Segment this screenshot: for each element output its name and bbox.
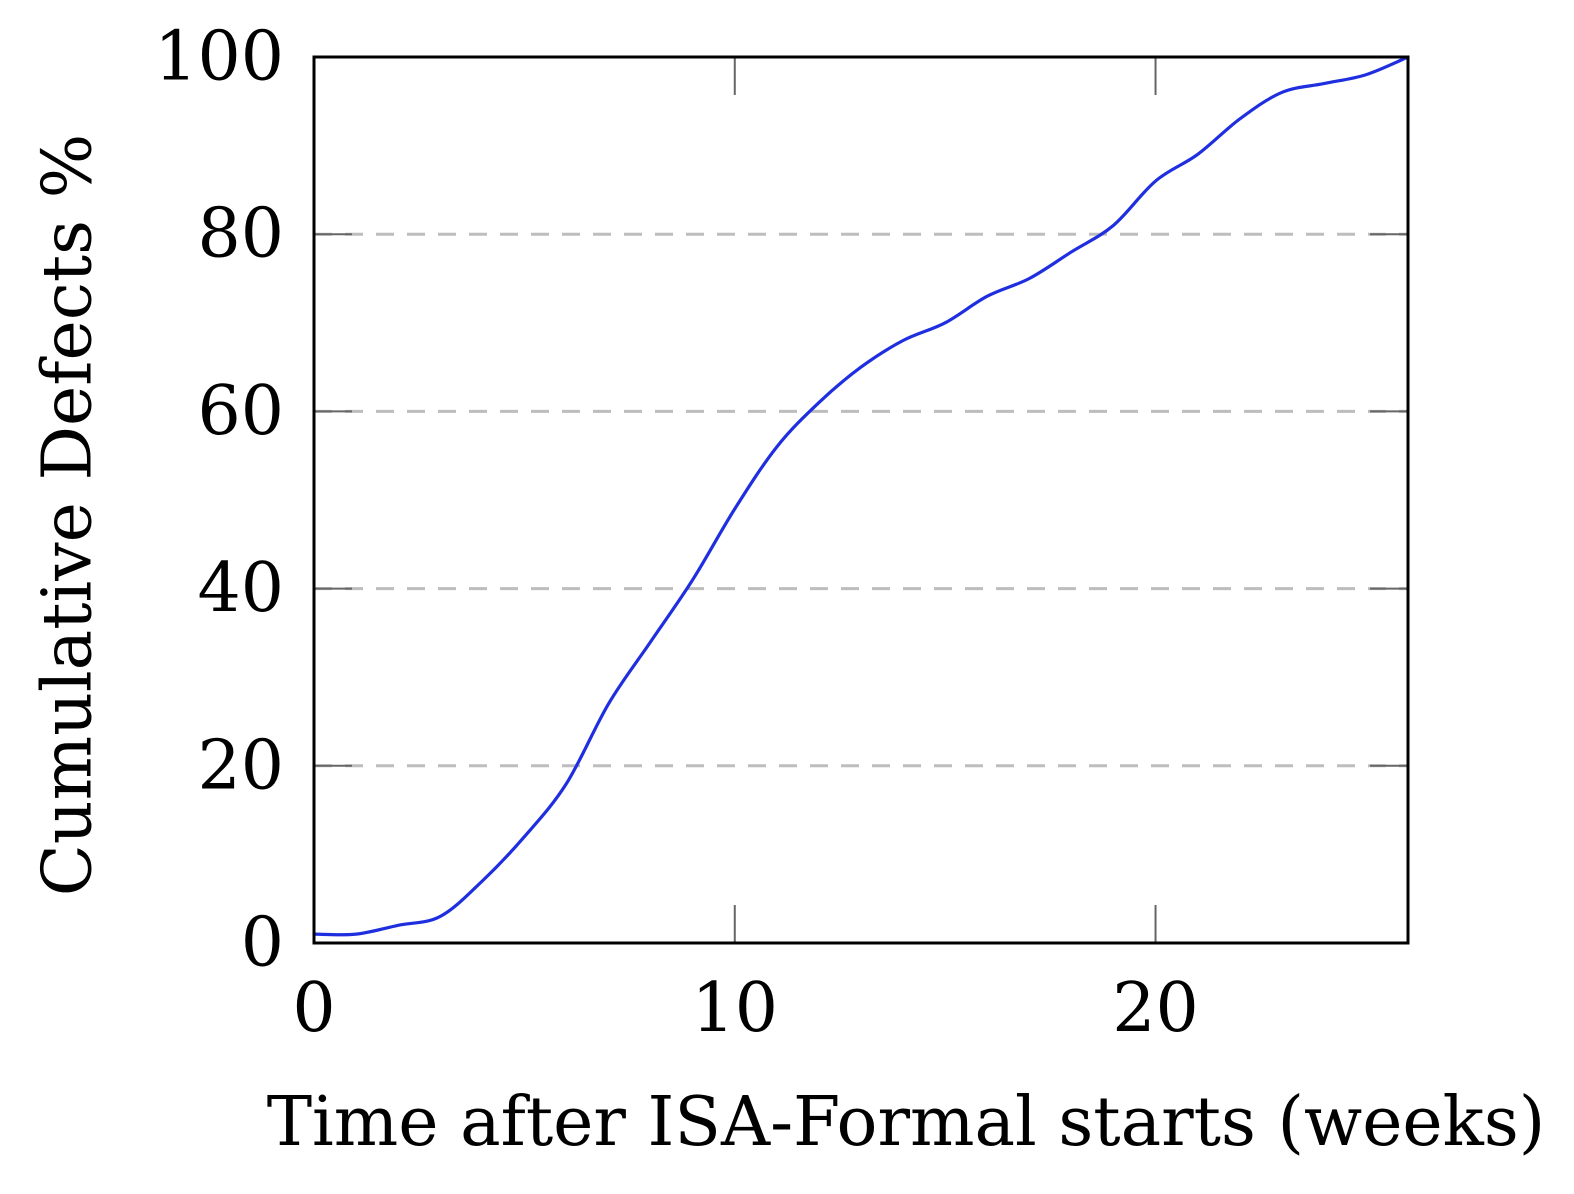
y-tick-label: 100 xyxy=(154,18,284,97)
y-tick-label: 60 xyxy=(197,372,284,451)
grid-lines xyxy=(314,232,1408,768)
y-tick-label: 20 xyxy=(197,726,284,805)
x-tick-label: 10 xyxy=(692,969,779,1048)
plot-area-frame xyxy=(312,55,1410,945)
y-tick-label: 40 xyxy=(197,549,284,628)
y-tick-label: 80 xyxy=(197,195,284,274)
x-tick-label: 20 xyxy=(1112,969,1199,1048)
tick-labels: 0 20 40 60 80 100 0 10 20 xyxy=(154,18,1199,1049)
series-layer xyxy=(312,55,1410,937)
x-axis-title: Time after ISA-Formal starts (weeks) xyxy=(267,1083,1546,1162)
y-axis-title: Cumulative Defects % xyxy=(29,134,108,896)
y-tick-label: 0 xyxy=(241,904,284,983)
series-line xyxy=(312,55,1410,937)
tick-marks xyxy=(313,56,1408,944)
x-tick-label: 0 xyxy=(292,969,335,1048)
